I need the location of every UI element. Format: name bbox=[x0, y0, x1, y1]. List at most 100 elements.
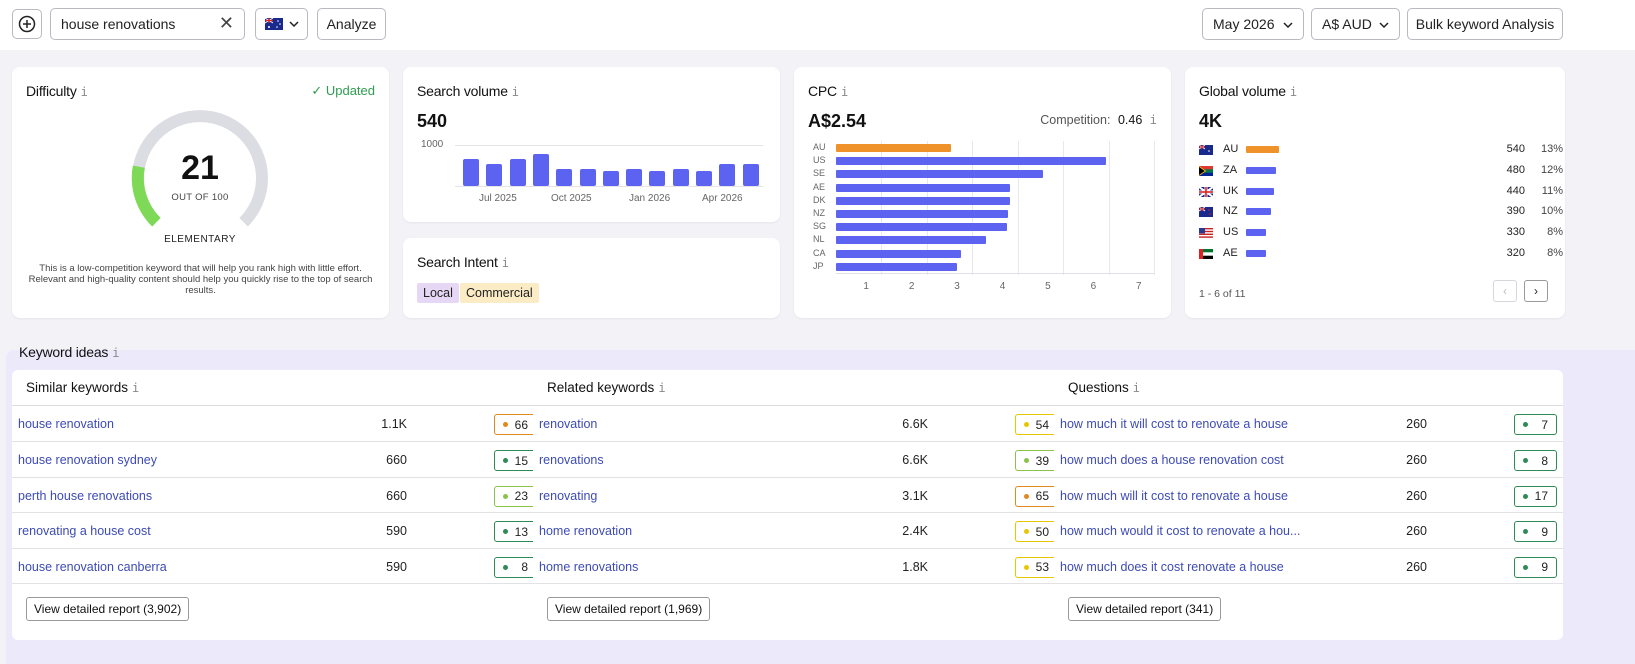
related-keywords-list: renovation 6.6K 54 renovations 6.6K 39 renovat… bbox=[533, 406, 1064, 584]
country-share: 8% bbox=[1547, 247, 1563, 259]
keyword-volume: 2.4K bbox=[902, 524, 928, 538]
search-volume-x-tick: Jul 2025 bbox=[479, 193, 517, 204]
info-icon[interactable]: i bbox=[1289, 85, 1297, 99]
keyword-link[interactable]: how much does a house renovation cost bbox=[1060, 453, 1284, 467]
info-icon[interactable]: i bbox=[840, 85, 848, 99]
cpc-title: CPC bbox=[808, 83, 837, 99]
keyword-link[interactable]: home renovation bbox=[539, 524, 633, 538]
intent-tag-local: Local bbox=[417, 283, 459, 303]
global-volume-pagination: 1 - 6 of 11 bbox=[1199, 288, 1246, 300]
search-volume-value: 540 bbox=[417, 111, 448, 131]
keyword-row: how much does it cost renovate a house 26… bbox=[1054, 549, 1563, 584]
keyword-difficulty-value: 8 bbox=[521, 560, 528, 574]
difficulty-title: Difficulty bbox=[26, 83, 77, 99]
keyword-volume: 590 bbox=[386, 524, 407, 538]
keyword-row: how much will it cost to renovate a hous… bbox=[1054, 478, 1563, 513]
analyze-button[interactable]: Analyze bbox=[317, 8, 386, 40]
info-icon[interactable]: i bbox=[112, 346, 120, 360]
keyword-link[interactable]: renovating bbox=[539, 488, 598, 503]
keyword-row: renovations 6.6K 39 bbox=[533, 442, 1064, 478]
info-icon[interactable]: i bbox=[132, 381, 140, 395]
checkmark-icon: ✓ bbox=[311, 83, 323, 98]
keyword-difficulty-value: 50 bbox=[1035, 524, 1049, 539]
chevron-down-icon bbox=[1379, 22, 1389, 28]
keyword-link[interactable]: house renovation sydney bbox=[18, 453, 157, 467]
cpc-bar bbox=[836, 262, 957, 271]
cpc-gridline bbox=[926, 141, 928, 275]
keyword-volume: 3.1K bbox=[902, 488, 928, 503]
keyword-link[interactable]: renovating a house cost bbox=[18, 524, 151, 538]
cpc-x-tick: 5 bbox=[1045, 281, 1051, 292]
search-intent-card: Search Intent i Local Commercial bbox=[403, 238, 780, 318]
cpc-country-label: AU bbox=[813, 142, 826, 152]
prev-page-button[interactable]: ‹ bbox=[1493, 280, 1517, 302]
keyword-row: renovating a house cost 590 13 bbox=[12, 513, 543, 549]
search-volume-bar bbox=[719, 163, 736, 186]
keyword-difficulty-badge: 13 bbox=[494, 521, 537, 542]
keyword-volume: 660 bbox=[386, 453, 407, 467]
country-code: NZ bbox=[1223, 205, 1238, 218]
difficulty-gauge-fill bbox=[131, 165, 161, 227]
cpc-gridline bbox=[881, 141, 883, 275]
country-share: 8% bbox=[1547, 226, 1563, 239]
difficulty-out-of: OUT OF 100 bbox=[171, 192, 229, 203]
cpc-x-tick: 6 bbox=[1090, 281, 1097, 292]
difficulty-dot-icon bbox=[1024, 564, 1029, 570]
keyword-row: house renovation 1.1K 66 bbox=[12, 406, 543, 442]
similar-keywords-list: house renovation 1.1K 66 house renovation s… bbox=[12, 406, 543, 584]
country-share-bar bbox=[1246, 250, 1266, 257]
search-input[interactable]: house renovations ✕ bbox=[50, 8, 245, 40]
cpc-gridline bbox=[972, 141, 974, 275]
country-code: UK bbox=[1223, 184, 1239, 197]
info-icon[interactable]: i bbox=[80, 85, 88, 99]
keyword-row: home renovations 1.8K 53 bbox=[533, 549, 1064, 584]
search-volume-bar bbox=[486, 164, 503, 186]
keyword-link[interactable]: house renovation canberra bbox=[18, 559, 167, 574]
difficulty-card: Difficulty i ✓ Updated 21 OUT OF 100 ELEM… bbox=[12, 67, 389, 318]
keyword-link[interactable]: how much does it cost renovate a house bbox=[1060, 559, 1284, 574]
cpc-x-tick: 2 bbox=[908, 281, 915, 292]
keyword-difficulty-badge: 9 bbox=[1514, 521, 1557, 542]
keyword-link[interactable]: house renovation bbox=[18, 417, 114, 431]
search-volume-bar bbox=[556, 168, 573, 186]
view-report-button[interactable]: View detailed report (3,902) bbox=[26, 597, 190, 621]
view-report-button[interactable]: View detailed report (341) bbox=[1068, 597, 1222, 621]
au-flag-icon bbox=[1199, 145, 1213, 155]
country-volume: 320 bbox=[1506, 247, 1525, 259]
cpc-country-label: US bbox=[813, 155, 826, 166]
global-volume-title: Global volume bbox=[1199, 83, 1286, 99]
info-icon[interactable]: i bbox=[658, 381, 666, 395]
nz-flag-icon bbox=[1199, 207, 1213, 218]
view-report-button[interactable]: View detailed report (1,969) bbox=[547, 597, 711, 621]
plus-circle-icon bbox=[18, 15, 36, 33]
add-button[interactable] bbox=[12, 9, 42, 39]
keyword-link[interactable]: how much will it cost to renovate a hous… bbox=[1060, 488, 1288, 503]
cpc-gridline bbox=[1017, 141, 1019, 275]
questions-list: how much it will cost to renovate a hous… bbox=[1054, 406, 1563, 584]
cpc-gridline bbox=[1108, 141, 1110, 275]
keyword-link[interactable]: how much would it cost to renovate a hou… bbox=[1060, 524, 1301, 538]
keyword-link[interactable]: home renovations bbox=[539, 559, 639, 574]
info-icon[interactable]: i bbox=[501, 256, 509, 270]
search-input-value: house renovations bbox=[61, 16, 176, 32]
keyword-difficulty-value: 23 bbox=[514, 489, 528, 503]
keyword-ideas-heading: Keyword ideas i bbox=[19, 344, 119, 360]
currency-select[interactable]: A$ AUD bbox=[1311, 8, 1400, 40]
next-page-button[interactable]: › bbox=[1524, 280, 1548, 302]
keyword-volume: 260 bbox=[1406, 453, 1427, 467]
keyword-link[interactable]: renovation bbox=[539, 417, 598, 431]
keyword-link[interactable]: perth house renovations bbox=[18, 488, 153, 503]
keyword-volume: 6.6K bbox=[902, 417, 928, 431]
clear-icon[interactable]: ✕ bbox=[218, 13, 234, 33]
info-icon[interactable]: i bbox=[1132, 381, 1141, 395]
competition-value: 0.46 bbox=[1117, 113, 1143, 127]
info-icon[interactable]: i bbox=[1149, 113, 1157, 127]
difficulty-dot-icon bbox=[1523, 422, 1528, 427]
country-select[interactable] bbox=[255, 8, 308, 40]
keyword-difficulty-badge: 53 bbox=[1015, 556, 1058, 578]
date-select[interactable]: May 2026 bbox=[1202, 8, 1304, 40]
bulk-keyword-analysis-button[interactable]: Bulk keyword Analysis bbox=[1407, 8, 1563, 40]
info-icon[interactable]: i bbox=[511, 85, 519, 99]
keyword-link[interactable]: how much it will cost to renovate a hous… bbox=[1060, 417, 1288, 431]
keyword-link[interactable]: renovations bbox=[539, 453, 604, 467]
